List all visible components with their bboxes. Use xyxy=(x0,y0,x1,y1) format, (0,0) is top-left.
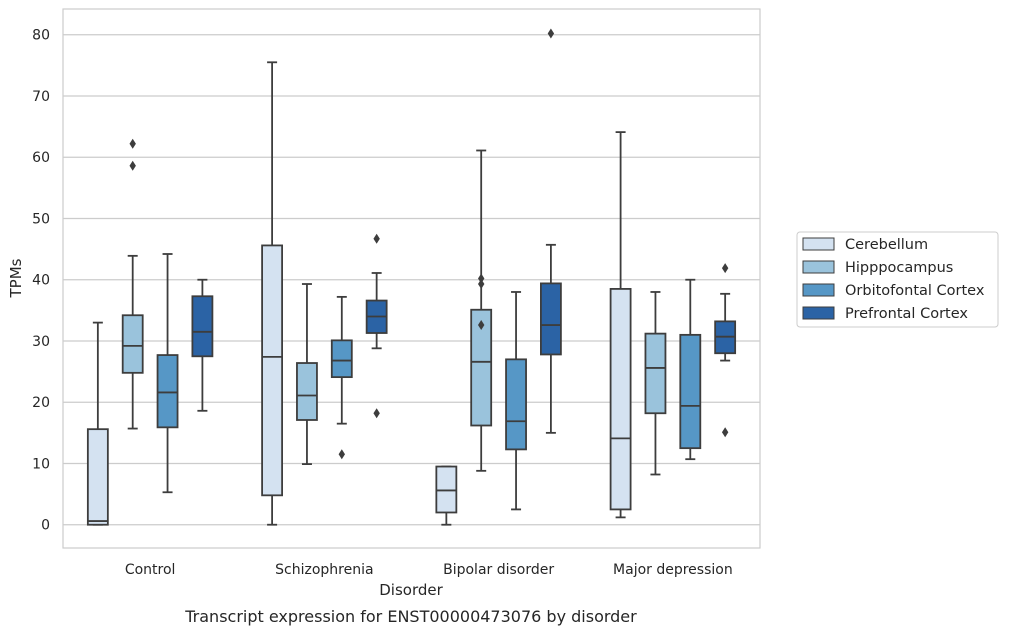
y-tick-label: 50 xyxy=(32,211,50,227)
box-series xyxy=(86,28,737,526)
box-iqr xyxy=(156,354,179,429)
box-3-0 xyxy=(609,131,632,519)
outlier-point xyxy=(373,233,380,244)
box-0-1 xyxy=(121,138,144,430)
box-2-1 xyxy=(470,149,493,472)
legend: Cerebellum Hipppocampus Orbitofontal Corte… xyxy=(796,231,999,328)
box-iqr xyxy=(435,465,458,514)
legend-entry-label: Prefrontal Cortex xyxy=(845,306,968,322)
box-iqr xyxy=(470,308,493,427)
outlier-point xyxy=(721,427,729,438)
box-iqr xyxy=(330,339,353,379)
box-iqr xyxy=(644,332,667,415)
outlier-point xyxy=(373,408,380,419)
x-tick-label: Control xyxy=(125,562,176,578)
legend-frame xyxy=(796,231,999,328)
box-2-0 xyxy=(435,465,458,526)
box-3-2 xyxy=(679,278,702,461)
legend-swatch xyxy=(802,237,835,251)
box-iqr xyxy=(540,282,562,356)
y-tick-label: 80 xyxy=(32,28,50,44)
box-1-0 xyxy=(261,61,284,526)
box-iqr xyxy=(261,244,284,497)
box-iqr xyxy=(121,314,144,374)
y-axis-ticks: 0 10 20 30 40 50 60 70 80 xyxy=(32,28,50,534)
y-tick-label: 20 xyxy=(32,395,50,411)
box-1-3 xyxy=(365,233,388,419)
outlier-point xyxy=(338,449,345,460)
legend-swatch xyxy=(802,260,835,274)
box-2-3 xyxy=(540,28,562,434)
outlier-point xyxy=(129,160,136,171)
x-axis-label: Disorder xyxy=(379,581,443,599)
y-tick-label: 40 xyxy=(32,273,50,289)
outlier-point xyxy=(478,279,485,290)
box-3-1 xyxy=(644,291,667,476)
x-tick-label: Major depression xyxy=(613,562,733,578)
box-1-1 xyxy=(296,283,318,465)
legend-swatch xyxy=(802,283,835,297)
box-iqr xyxy=(191,295,214,358)
y-axis-label: TPMs xyxy=(7,258,25,298)
legend-entry-label: Cerebellum xyxy=(845,237,928,253)
box-1-2 xyxy=(330,295,353,460)
box-0-3 xyxy=(191,278,214,412)
y-tick-label: 30 xyxy=(32,334,50,350)
y-tick-label: 0 xyxy=(41,518,50,534)
box-iqr xyxy=(296,362,318,421)
x-tick-label: Bipolar disorder xyxy=(443,562,554,578)
plot-frame xyxy=(62,8,761,549)
outlier-point xyxy=(478,273,485,284)
grid-lines xyxy=(63,34,760,526)
box-iqr xyxy=(505,358,527,451)
box-2-2 xyxy=(505,291,527,511)
outlier-point xyxy=(478,320,485,331)
x-axis-ticks: Control Schizophrenia Bipolar disorder Majo… xyxy=(125,562,733,578)
legend-entry-label: Hipppocampus xyxy=(845,260,953,276)
box-iqr xyxy=(679,333,702,450)
x-tick-label: Schizophrenia xyxy=(275,562,373,578)
box-0-0 xyxy=(86,321,109,526)
legend-entry-label: Orbitofontal Cortex xyxy=(845,283,985,299)
box-iqr xyxy=(86,428,109,526)
box-0-2 xyxy=(156,253,179,494)
box-3-3 xyxy=(714,263,737,438)
chart-caption: Transcript expression for ENST0000047307… xyxy=(184,607,637,626)
y-tick-label: 70 xyxy=(32,89,50,105)
outlier-point xyxy=(547,28,555,39)
y-tick-label: 60 xyxy=(32,150,50,166)
legend-swatch xyxy=(802,306,835,320)
outlier-point xyxy=(129,138,136,149)
y-tick-label: 10 xyxy=(32,456,50,472)
outlier-point xyxy=(721,263,729,274)
box-iqr xyxy=(609,288,632,511)
